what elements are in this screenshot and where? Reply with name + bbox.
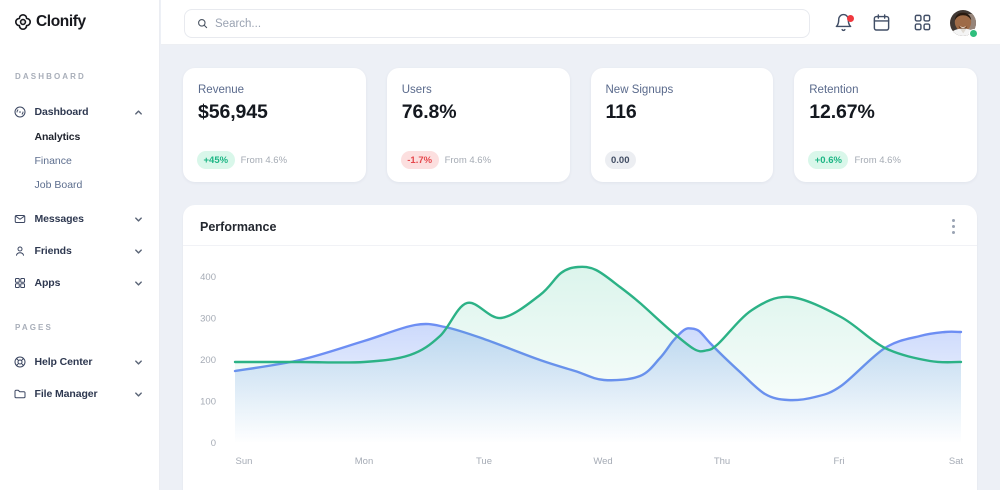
svg-text:Fri: Fri — [833, 456, 844, 467]
svg-text:Sun: Sun — [236, 456, 253, 467]
svg-text:Sat: Sat — [949, 456, 964, 467]
svg-text:400: 400 — [200, 272, 216, 283]
svg-text:0: 0 — [211, 438, 216, 449]
svg-text:100: 100 — [200, 397, 216, 408]
svg-text:Mon: Mon — [355, 456, 373, 467]
svg-text:Thu: Thu — [714, 456, 730, 467]
svg-text:Wed: Wed — [593, 456, 612, 467]
svg-text:200: 200 — [200, 355, 216, 366]
svg-text:Tue: Tue — [476, 456, 492, 467]
svg-text:300: 300 — [200, 314, 216, 325]
